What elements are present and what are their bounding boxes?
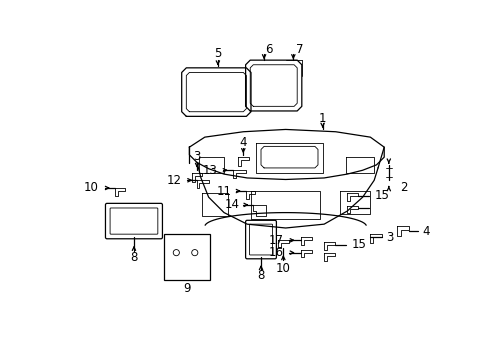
FancyBboxPatch shape [105,203,162,239]
Text: 14: 14 [224,198,239,211]
Bar [163,234,210,280]
Text: 3: 3 [385,231,392,244]
Text: 12: 12 [166,174,181,187]
Text: 17: 17 [268,234,284,247]
Text: 13: 13 [203,164,217,177]
Text: 11: 11 [216,185,231,198]
Text: 15: 15 [374,189,388,202]
Text: 6: 6 [264,43,272,56]
Text: 2: 2 [400,181,407,194]
Text: 4: 4 [239,136,246,149]
Text: 8: 8 [130,251,137,264]
Text: 4: 4 [421,225,428,238]
Text: 9: 9 [183,282,190,294]
Text: 3: 3 [193,150,201,163]
Text: 8: 8 [257,269,264,282]
Text: 16: 16 [268,246,284,259]
Text: 10: 10 [275,261,290,275]
Text: 15: 15 [351,238,366,251]
Text: 1: 1 [318,112,325,125]
FancyBboxPatch shape [249,224,272,255]
FancyBboxPatch shape [110,208,158,234]
Text: 7: 7 [295,43,303,56]
Text: 5: 5 [214,48,221,60]
FancyBboxPatch shape [245,220,276,259]
Text: 10: 10 [84,181,99,194]
